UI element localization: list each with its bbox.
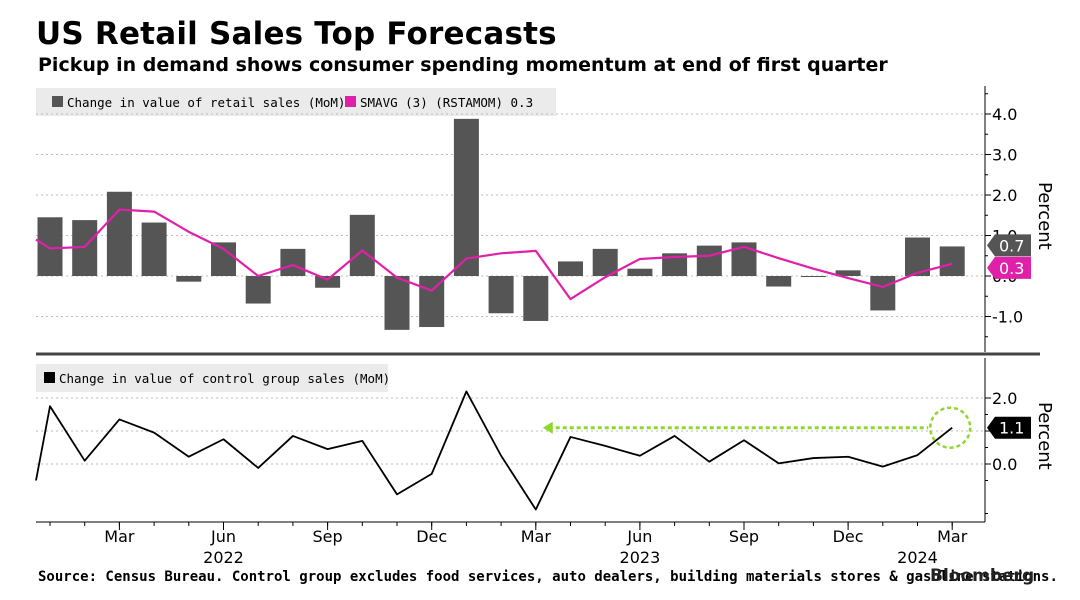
top-legend-bar-swatch xyxy=(52,96,63,107)
x-year-label: 2022 xyxy=(203,548,244,567)
x-tick-label: Jun xyxy=(210,527,236,546)
sma-last-value-label: 0.3 xyxy=(999,259,1024,278)
retail-sales-bar xyxy=(800,276,826,277)
retail-last-value-label: 0.7 xyxy=(999,236,1024,255)
top-legend-box xyxy=(36,88,556,116)
retail-sales-bar xyxy=(453,118,479,276)
retail-sales-bar xyxy=(488,276,514,314)
retail-sales-bar xyxy=(349,214,375,276)
x-tick-label: Dec xyxy=(833,527,864,546)
bottom-y-axis-title: Percent xyxy=(1034,402,1055,470)
retail-sales-bar xyxy=(696,245,722,276)
retail-sales-bar xyxy=(141,222,167,276)
x-year-label: 2024 xyxy=(897,548,938,567)
x-tick-label: Sep xyxy=(313,527,343,546)
retail-sales-bar xyxy=(523,276,549,321)
x-tick-label: Dec xyxy=(416,527,447,546)
x-tick-label: Mar xyxy=(521,527,552,546)
retail-sales-bar xyxy=(37,217,63,276)
retail-sales-bar xyxy=(939,246,965,276)
retail-sales-bar xyxy=(662,253,688,276)
retail-sales-bar xyxy=(592,248,618,276)
control-group-panel: Change in value of control group sales (… xyxy=(35,358,1031,522)
top-y-axis-title: Percent xyxy=(1034,182,1055,250)
sma-line xyxy=(35,208,953,301)
retail-sales-bar xyxy=(558,261,583,276)
control-last-value-label: 1.1 xyxy=(999,419,1024,438)
chart-subtitle: Pickup in demand shows consumer spending… xyxy=(38,54,888,76)
x-tick-label: Sep xyxy=(729,527,759,546)
retail-sales-bar xyxy=(870,276,896,311)
bottom-legend-box xyxy=(36,364,388,392)
top-y-tick-label: -1.0 xyxy=(992,308,1023,327)
top-legend-bars-label: Change in value of retail sales (MoM) xyxy=(67,95,345,110)
retail-sales-bar xyxy=(245,276,271,304)
annotation-arrowhead xyxy=(542,421,553,434)
top-y-tick-label: 2.0 xyxy=(992,186,1017,205)
source-note: Source: Census Bureau. Control group exc… xyxy=(38,569,1058,585)
retail-sales-bar xyxy=(835,270,861,276)
retail-sales-bar xyxy=(280,248,306,276)
retail-last-value-label-box xyxy=(987,234,1031,257)
x-tick-label: Mar xyxy=(937,527,968,546)
x-tick-label: Mar xyxy=(104,527,135,546)
bloomberg-logo: Bloomberg xyxy=(930,566,1035,586)
control-last-value-label-box xyxy=(987,416,1031,439)
top-legend-sma-label: SMAVG (3) (RSTAMOM) 0.3 xyxy=(360,95,533,110)
retail-sales-bar xyxy=(766,276,792,287)
x-year-label: 2023 xyxy=(620,548,661,567)
control-group-line xyxy=(35,390,953,511)
annotation-circle xyxy=(928,406,972,449)
top-y-tick-label: 4.0 xyxy=(992,105,1017,124)
retail-sales-bar xyxy=(106,191,132,276)
bottom-legend-label: Change in value of control group sales (… xyxy=(59,371,390,386)
chart-title: US Retail Sales Top Forecasts xyxy=(36,16,557,52)
top-legend-sma-swatch xyxy=(345,96,356,107)
retail-sales-bar xyxy=(384,276,410,330)
retail-sales-bar xyxy=(176,276,202,282)
retail-sales-bar xyxy=(315,276,341,288)
retail-sales-bar xyxy=(419,276,445,328)
bottom-legend-swatch xyxy=(44,372,55,383)
sma-last-value-label-box xyxy=(987,256,1031,279)
retail-sales-bar xyxy=(211,242,236,276)
top-y-tick-label: 3.0 xyxy=(992,146,1017,165)
bottom-y-tick-label: 0.0 xyxy=(992,455,1017,474)
retail-sales-bar xyxy=(627,268,653,276)
retail-sales-panel: Change in value of retail sales (MoM) SM… xyxy=(35,86,1040,356)
bottom-y-tick-label: 2.0 xyxy=(992,389,1017,408)
x-tick-label: Jun xyxy=(626,527,652,546)
